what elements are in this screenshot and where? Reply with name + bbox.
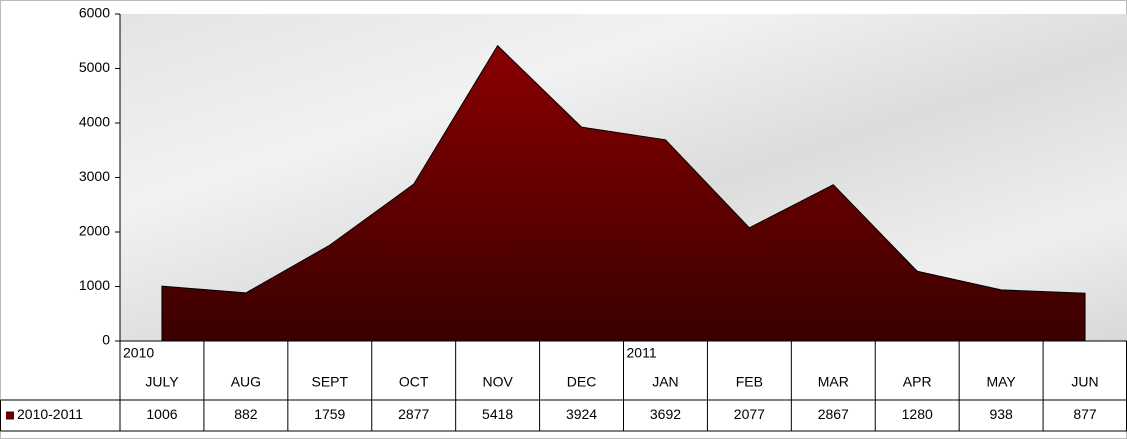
table-value: 1759 <box>314 406 345 422</box>
table-value: 2077 <box>734 406 765 422</box>
table-value: 882 <box>234 406 258 422</box>
year-label: 2010 <box>123 345 154 361</box>
legend-label: 2010-2011 <box>17 406 83 422</box>
x-tick-label: JULY <box>145 374 179 390</box>
table-value: 2867 <box>818 406 849 422</box>
table-value: 3692 <box>650 406 681 422</box>
table-value: 1006 <box>146 406 177 422</box>
x-tick-label: MAR <box>818 374 849 390</box>
table-value: 5418 <box>482 406 513 422</box>
x-tick-label: AUG <box>231 374 261 390</box>
table-value: 2877 <box>398 406 429 422</box>
table-value: 3924 <box>566 406 597 422</box>
table-value: 877 <box>1073 406 1097 422</box>
table-value: 938 <box>989 406 1013 422</box>
y-tick-label: 5000 <box>79 59 110 75</box>
x-tick-label: SEPT <box>312 374 349 390</box>
table-value: 1280 <box>902 406 933 422</box>
y-tick-label: 3000 <box>79 168 110 184</box>
area <box>161 44 1086 342</box>
x-tick-label: DEC <box>567 374 597 390</box>
x-tick-label: OCT <box>399 374 429 390</box>
x-tick-label: APR <box>903 374 932 390</box>
x-tick-label: JAN <box>652 374 678 390</box>
legend-key <box>6 411 14 420</box>
y-tick-label: 6000 <box>79 5 110 21</box>
x-tick-label: MAY <box>986 374 1016 390</box>
y-tick-label: 1000 <box>79 277 110 293</box>
x-tick-label: JUN <box>1071 374 1098 390</box>
y-tick-label: 2000 <box>79 223 110 239</box>
x-tick-label: NOV <box>482 374 513 390</box>
x-tick-label: FEB <box>736 374 763 390</box>
year-label: 2011 <box>627 345 657 361</box>
y-tick-label: 0 <box>102 332 110 348</box>
y-tick-label: 4000 <box>79 114 110 130</box>
